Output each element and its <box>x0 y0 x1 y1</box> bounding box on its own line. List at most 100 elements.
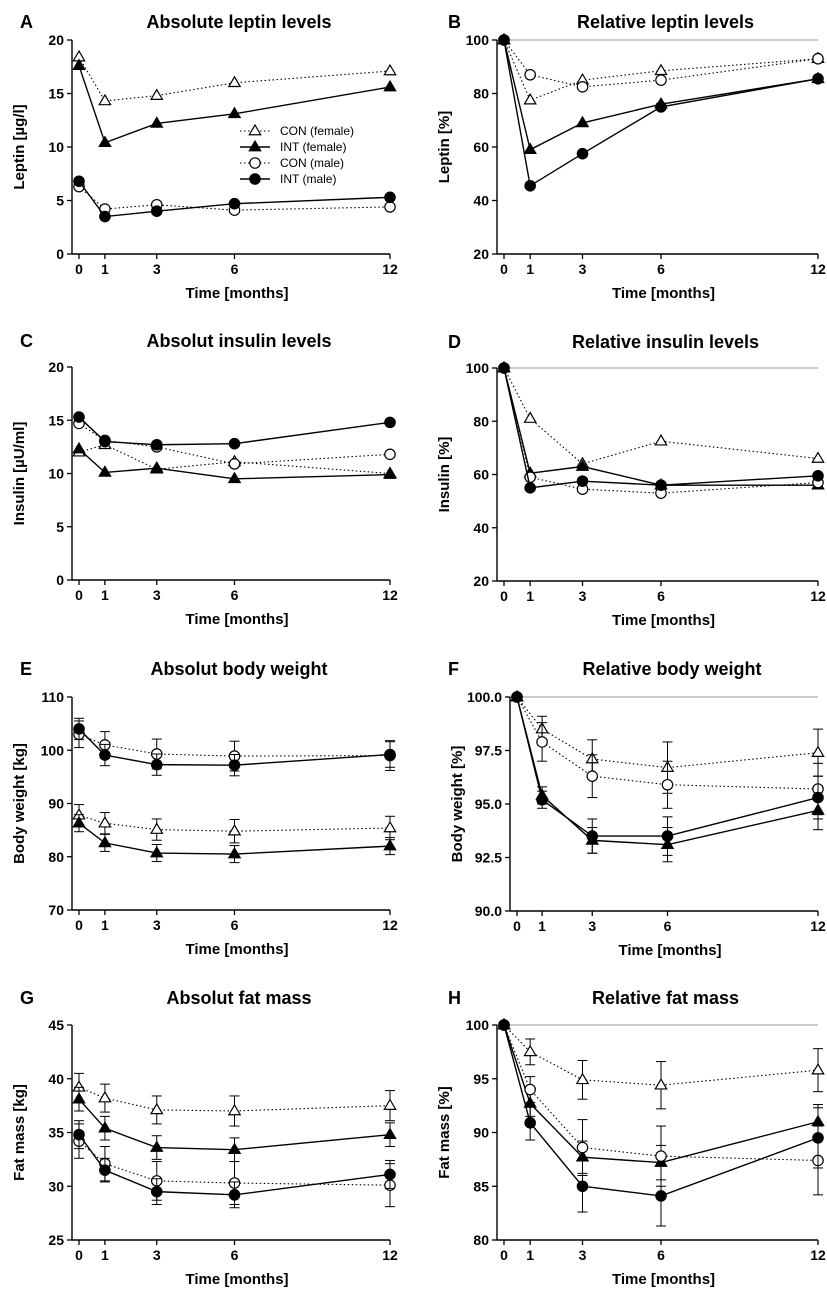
data-point <box>150 1102 164 1115</box>
data-point <box>576 1141 589 1154</box>
y-tick-label: 85 <box>473 1178 489 1194</box>
series-line <box>503 39 819 187</box>
data-point <box>227 471 242 484</box>
series-line <box>503 367 819 494</box>
data-point <box>498 1019 510 1031</box>
chart-title: Relative body weight <box>582 659 761 679</box>
data-point <box>384 416 396 429</box>
series-int-f <box>497 32 825 154</box>
x-axis-label: Time [months] <box>612 285 715 302</box>
y-tick-label: 80 <box>473 1232 489 1248</box>
panel-letter: F <box>448 659 459 679</box>
x-tick-label: 0 <box>500 588 508 604</box>
data-point <box>99 749 111 761</box>
chart-title: Relative insulin levels <box>572 332 759 352</box>
series-con-f <box>72 1072 397 1127</box>
x-tick-label: 3 <box>153 917 161 933</box>
data-point <box>383 1127 397 1139</box>
y-tick-label: 40 <box>473 193 489 209</box>
chart-title: Relative fat mass <box>592 988 739 1008</box>
y-tick-label: 95.0 <box>475 796 502 812</box>
y-tick-label: 25 <box>48 1232 64 1248</box>
data-point <box>655 101 667 113</box>
data-point <box>384 191 396 204</box>
panel-h: H Relative fat mass 80 85 90 95 100 0 1 3 6 12 Fat m… <box>436 988 826 1288</box>
panel-f: F Relative body weight 90.0 92.5 95.0 97.5 100… <box>448 659 826 959</box>
data-point <box>498 34 510 46</box>
y-tick-label: 30 <box>48 1178 64 1194</box>
x-tick-label: 6 <box>657 1247 665 1263</box>
data-point <box>150 845 164 858</box>
data-point <box>575 1072 590 1085</box>
panel-letter: E <box>20 659 32 679</box>
x-tick-label: 1 <box>101 261 109 277</box>
data-point <box>523 1044 537 1057</box>
data-point <box>575 115 590 128</box>
data-point <box>576 1180 589 1193</box>
y-axis-label: Body weight [%] <box>449 746 466 863</box>
y-tick-label: 95 <box>473 1071 489 1087</box>
x-tick-label: 3 <box>579 588 587 604</box>
chart-title: Absolut insulin levels <box>146 331 331 351</box>
data-point <box>524 68 536 81</box>
data-point <box>72 441 86 454</box>
data-point <box>98 93 112 106</box>
data-point <box>228 458 241 470</box>
series-int-f <box>72 814 397 864</box>
data-point <box>586 770 599 782</box>
data-point <box>98 835 112 848</box>
series-con-m <box>498 34 824 93</box>
data-point <box>98 816 112 828</box>
data-point <box>383 467 397 479</box>
data-point <box>811 745 825 757</box>
data-point <box>72 816 86 828</box>
y-tick-label: 20 <box>473 246 489 262</box>
data-point <box>576 81 589 93</box>
data-point <box>383 63 397 76</box>
x-tick-label: 12 <box>382 1247 398 1263</box>
series-int-f <box>497 360 825 490</box>
y-tick-label: 20 <box>473 573 489 589</box>
x-tick-label: 3 <box>579 261 587 277</box>
data-point <box>655 479 667 491</box>
panel-letter: A <box>20 12 33 32</box>
data-point <box>73 175 85 188</box>
data-point <box>383 820 397 833</box>
data-point <box>99 1164 111 1176</box>
data-point <box>575 459 590 471</box>
panel-b: B Relative leptin levels 20 40 60 80 100 0 1 3 6 12… <box>436 12 826 302</box>
y-axis-label: Insulin [µU/ml] <box>11 422 28 526</box>
x-tick-label: 0 <box>75 587 83 603</box>
y-axis-label: Leptin [µg/l] <box>11 104 28 189</box>
y-tick-label: 20 <box>48 32 64 48</box>
series-line <box>516 696 819 769</box>
x-tick-label: 12 <box>382 261 398 277</box>
legend-label: INT (male) <box>280 172 336 186</box>
series-line <box>503 367 819 465</box>
legend-marker <box>248 139 262 152</box>
series-int-m <box>73 175 396 223</box>
data-point <box>150 1185 163 1198</box>
data-point <box>98 1121 112 1133</box>
x-tick-label: 0 <box>500 1247 508 1263</box>
x-axis-label: Time [months] <box>185 285 288 302</box>
y-tick-label: 80 <box>48 849 64 865</box>
panel-letter: C <box>20 331 33 351</box>
y-tick-label: 0 <box>56 246 64 262</box>
series-con-f <box>72 49 397 106</box>
x-tick-label: 3 <box>579 1247 587 1263</box>
data-point <box>227 106 242 119</box>
data-point <box>384 1168 396 1181</box>
y-tick-label: 15 <box>48 412 64 428</box>
y-tick-label: 0 <box>56 572 64 588</box>
x-tick-label: 12 <box>382 587 398 603</box>
y-tick-label: 60 <box>473 139 489 155</box>
series-int-m <box>73 1120 396 1209</box>
data-point <box>812 1132 824 1144</box>
data-point <box>228 1189 241 1201</box>
data-point <box>384 201 396 213</box>
x-tick-label: 1 <box>526 261 534 277</box>
y-axis-label: Insulin [%] <box>436 437 453 513</box>
y-tick-label: 40 <box>473 520 489 536</box>
